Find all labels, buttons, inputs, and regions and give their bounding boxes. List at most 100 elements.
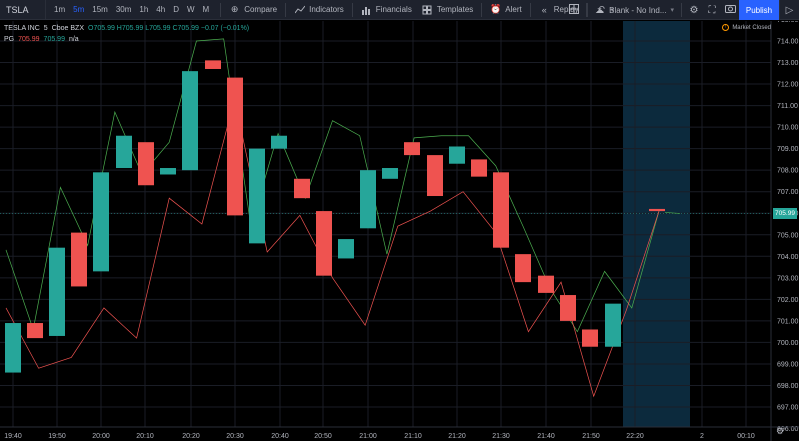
time-tick-label: 20:20 [182,433,200,440]
candle-down[interactable] [471,159,487,177]
toolbar-right-group: ☁ Blank - No Ind... ▾ ⚙ ⛶ Publish ▷ [565,0,799,20]
candle-down[interactable] [538,275,554,293]
cloud-icon: ☁ [595,4,605,15]
top-toolbar: TSLA 1m 5m 15m 30m 1h 4h D W M ⊕ Compare Indicat… [0,0,799,20]
publish-button[interactable]: Publish [739,0,779,20]
candle-down[interactable] [404,142,420,156]
chevron-down-icon: ▾ [670,7,674,14]
price-tick-label: 705.00 [777,232,799,239]
candle-down[interactable] [27,323,43,339]
legend-ohlc: O705.99 H705.99 L705.99 C705.99 −0.07 (−… [88,25,250,32]
financials-button[interactable]: Financials [356,0,417,20]
camera-icon [724,4,736,16]
candle-up[interactable] [5,323,21,373]
time-tick-label: 20:30 [226,433,244,440]
layout-name-button[interactable]: ☁ Blank - No Ind... ▾ [590,5,678,16]
interval-M[interactable]: M [202,4,210,14]
templates-button[interactable]: Templates [417,0,478,20]
replay-button[interactable]: « Replay [534,0,584,20]
symbol-search-button[interactable]: TSLA [0,0,46,20]
interval-30m[interactable]: 30m [115,4,132,14]
alert-button[interactable]: ⏰ Alert [485,0,526,20]
candle-down[interactable] [227,77,243,216]
candle-down[interactable] [493,172,509,248]
chart-legend: TESLA INC 5 Cboe BZX O705.99 H705.99 L70… [4,23,249,45]
replay-label: Replay [553,5,579,14]
candle-up[interactable] [93,172,109,272]
candle-up[interactable] [271,135,287,149]
market-status[interactable]: ! Market Closed [722,24,771,31]
toolbar-divider [586,2,588,17]
fullscreen-button[interactable]: ⛶ [703,0,721,20]
candle-up[interactable] [160,168,176,175]
extended-session-highlight [623,21,690,427]
interval-15m[interactable]: 15m [92,4,108,14]
indicator-name: PG [4,36,15,43]
price-tick-label: 715.00 [777,21,799,24]
candle-up[interactable] [249,148,265,244]
toolbar-divider [351,2,353,17]
chevron-down-icon: ▾ [610,6,615,14]
layout-grid-icon [569,3,580,17]
current-price-tag: 705.99 [773,207,797,219]
indicator-value-2: 705.99 [43,36,65,43]
price-tick-label: 703.00 [777,275,799,282]
candle-up[interactable] [449,146,465,164]
interval-W[interactable]: W [186,4,195,14]
toolbar-divider [220,2,222,17]
templates-label: Templates [436,5,474,14]
candle-down[interactable] [560,295,576,321]
price-tick-label: 711.00 [777,103,798,110]
interval-1h[interactable]: 1h [139,4,149,14]
price-tick-label: 698.00 [777,383,799,390]
indicators-label: Indicators [309,5,344,14]
candle-down[interactable] [649,208,665,212]
chart-settings-button[interactable]: ⚙ [776,426,784,437]
candle-down[interactable] [205,60,221,69]
candle-down[interactable] [515,254,531,283]
publish-label: Publish [745,5,773,15]
candle-down[interactable] [582,329,598,347]
candle-down[interactable] [316,211,332,276]
candle-down[interactable] [294,178,310,199]
current-price-label: 705.99 [775,209,795,217]
symbol-label: TSLA [6,4,29,15]
candle-down[interactable] [71,232,87,287]
time-tick-label: 19:50 [48,433,66,440]
undo-icon: ↶ [597,4,605,14]
toolbar-divider [529,2,531,17]
price-tick-label: 704.00 [777,254,799,261]
price-tick-label: 710.00 [777,125,799,132]
candle-up[interactable] [338,239,354,259]
indicators-button[interactable]: Indicators [289,0,349,20]
snapshot-button[interactable] [721,0,739,20]
templates-icon [422,4,433,15]
undo-button[interactable]: ↶ ▾ [591,0,620,20]
compare-button[interactable]: ⊕ Compare [224,0,282,20]
rewind-icon: « [541,4,547,15]
time-tick-label: 20:50 [314,433,332,440]
interval-5m[interactable]: 5m [73,4,85,14]
layout-grid-button[interactable] [565,0,583,20]
interval-1m[interactable]: 1m [54,4,66,14]
candle-down[interactable] [138,142,154,186]
interval-4h[interactable]: 4h [156,4,166,14]
alert-label: Alert [505,5,522,14]
price-tick-label: 702.00 [777,297,799,304]
interval-D[interactable]: D [173,4,179,14]
candle-up[interactable] [49,247,65,336]
candle-up[interactable] [116,135,132,169]
candle-up[interactable] [360,170,376,229]
candle-up[interactable] [182,71,198,171]
price-chart[interactable]: 696.00 697.00 698.00 699.00 700.00 701.00 702.… [0,21,799,441]
candle-down[interactable] [427,155,443,197]
time-tick-label: 21:40 [537,433,555,440]
play-button[interactable]: ▷ [779,0,799,20]
price-tick-label: 697.00 [777,405,799,412]
market-status-label: Market Closed [732,24,771,31]
candle-up[interactable] [382,168,398,179]
alarm-clock-icon: ⏰ [490,4,502,14]
settings-button[interactable]: ⚙ [685,0,703,20]
candle-up[interactable] [605,303,621,347]
legend-indicator-row[interactable]: PG 705.99 705.99 n/a [4,34,249,45]
